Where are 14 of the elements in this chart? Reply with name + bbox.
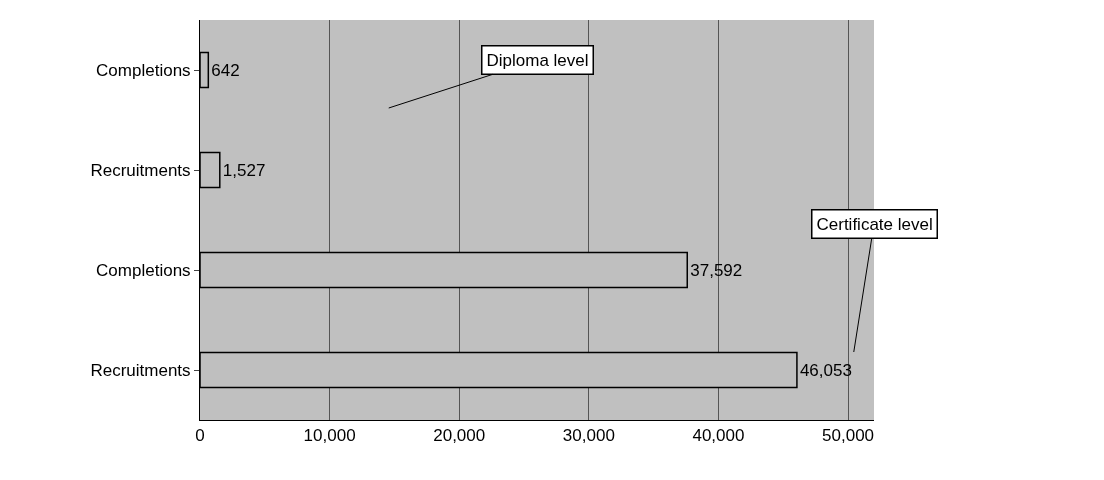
y-tick-label: Completions xyxy=(96,60,191,80)
x-tick-label: 10,000 xyxy=(303,426,356,446)
annotation: Diploma level xyxy=(486,50,589,70)
x-tick-label: 20,000 xyxy=(433,426,486,446)
x-tick-label: 30,000 xyxy=(562,426,615,446)
y-tick-label: Recruitments xyxy=(90,360,191,380)
x-tick-label: 40,000 xyxy=(692,426,745,446)
y-tick-label: Completions xyxy=(96,260,191,280)
data-label: 1,527 xyxy=(222,160,266,180)
x-tick-label: 50,000 xyxy=(822,426,875,446)
data-label: 642 xyxy=(211,60,240,80)
annotation: Certificate level xyxy=(816,214,933,234)
x-tick-label: 0 xyxy=(195,426,205,446)
y-tick-label: Recruitments xyxy=(90,160,191,180)
